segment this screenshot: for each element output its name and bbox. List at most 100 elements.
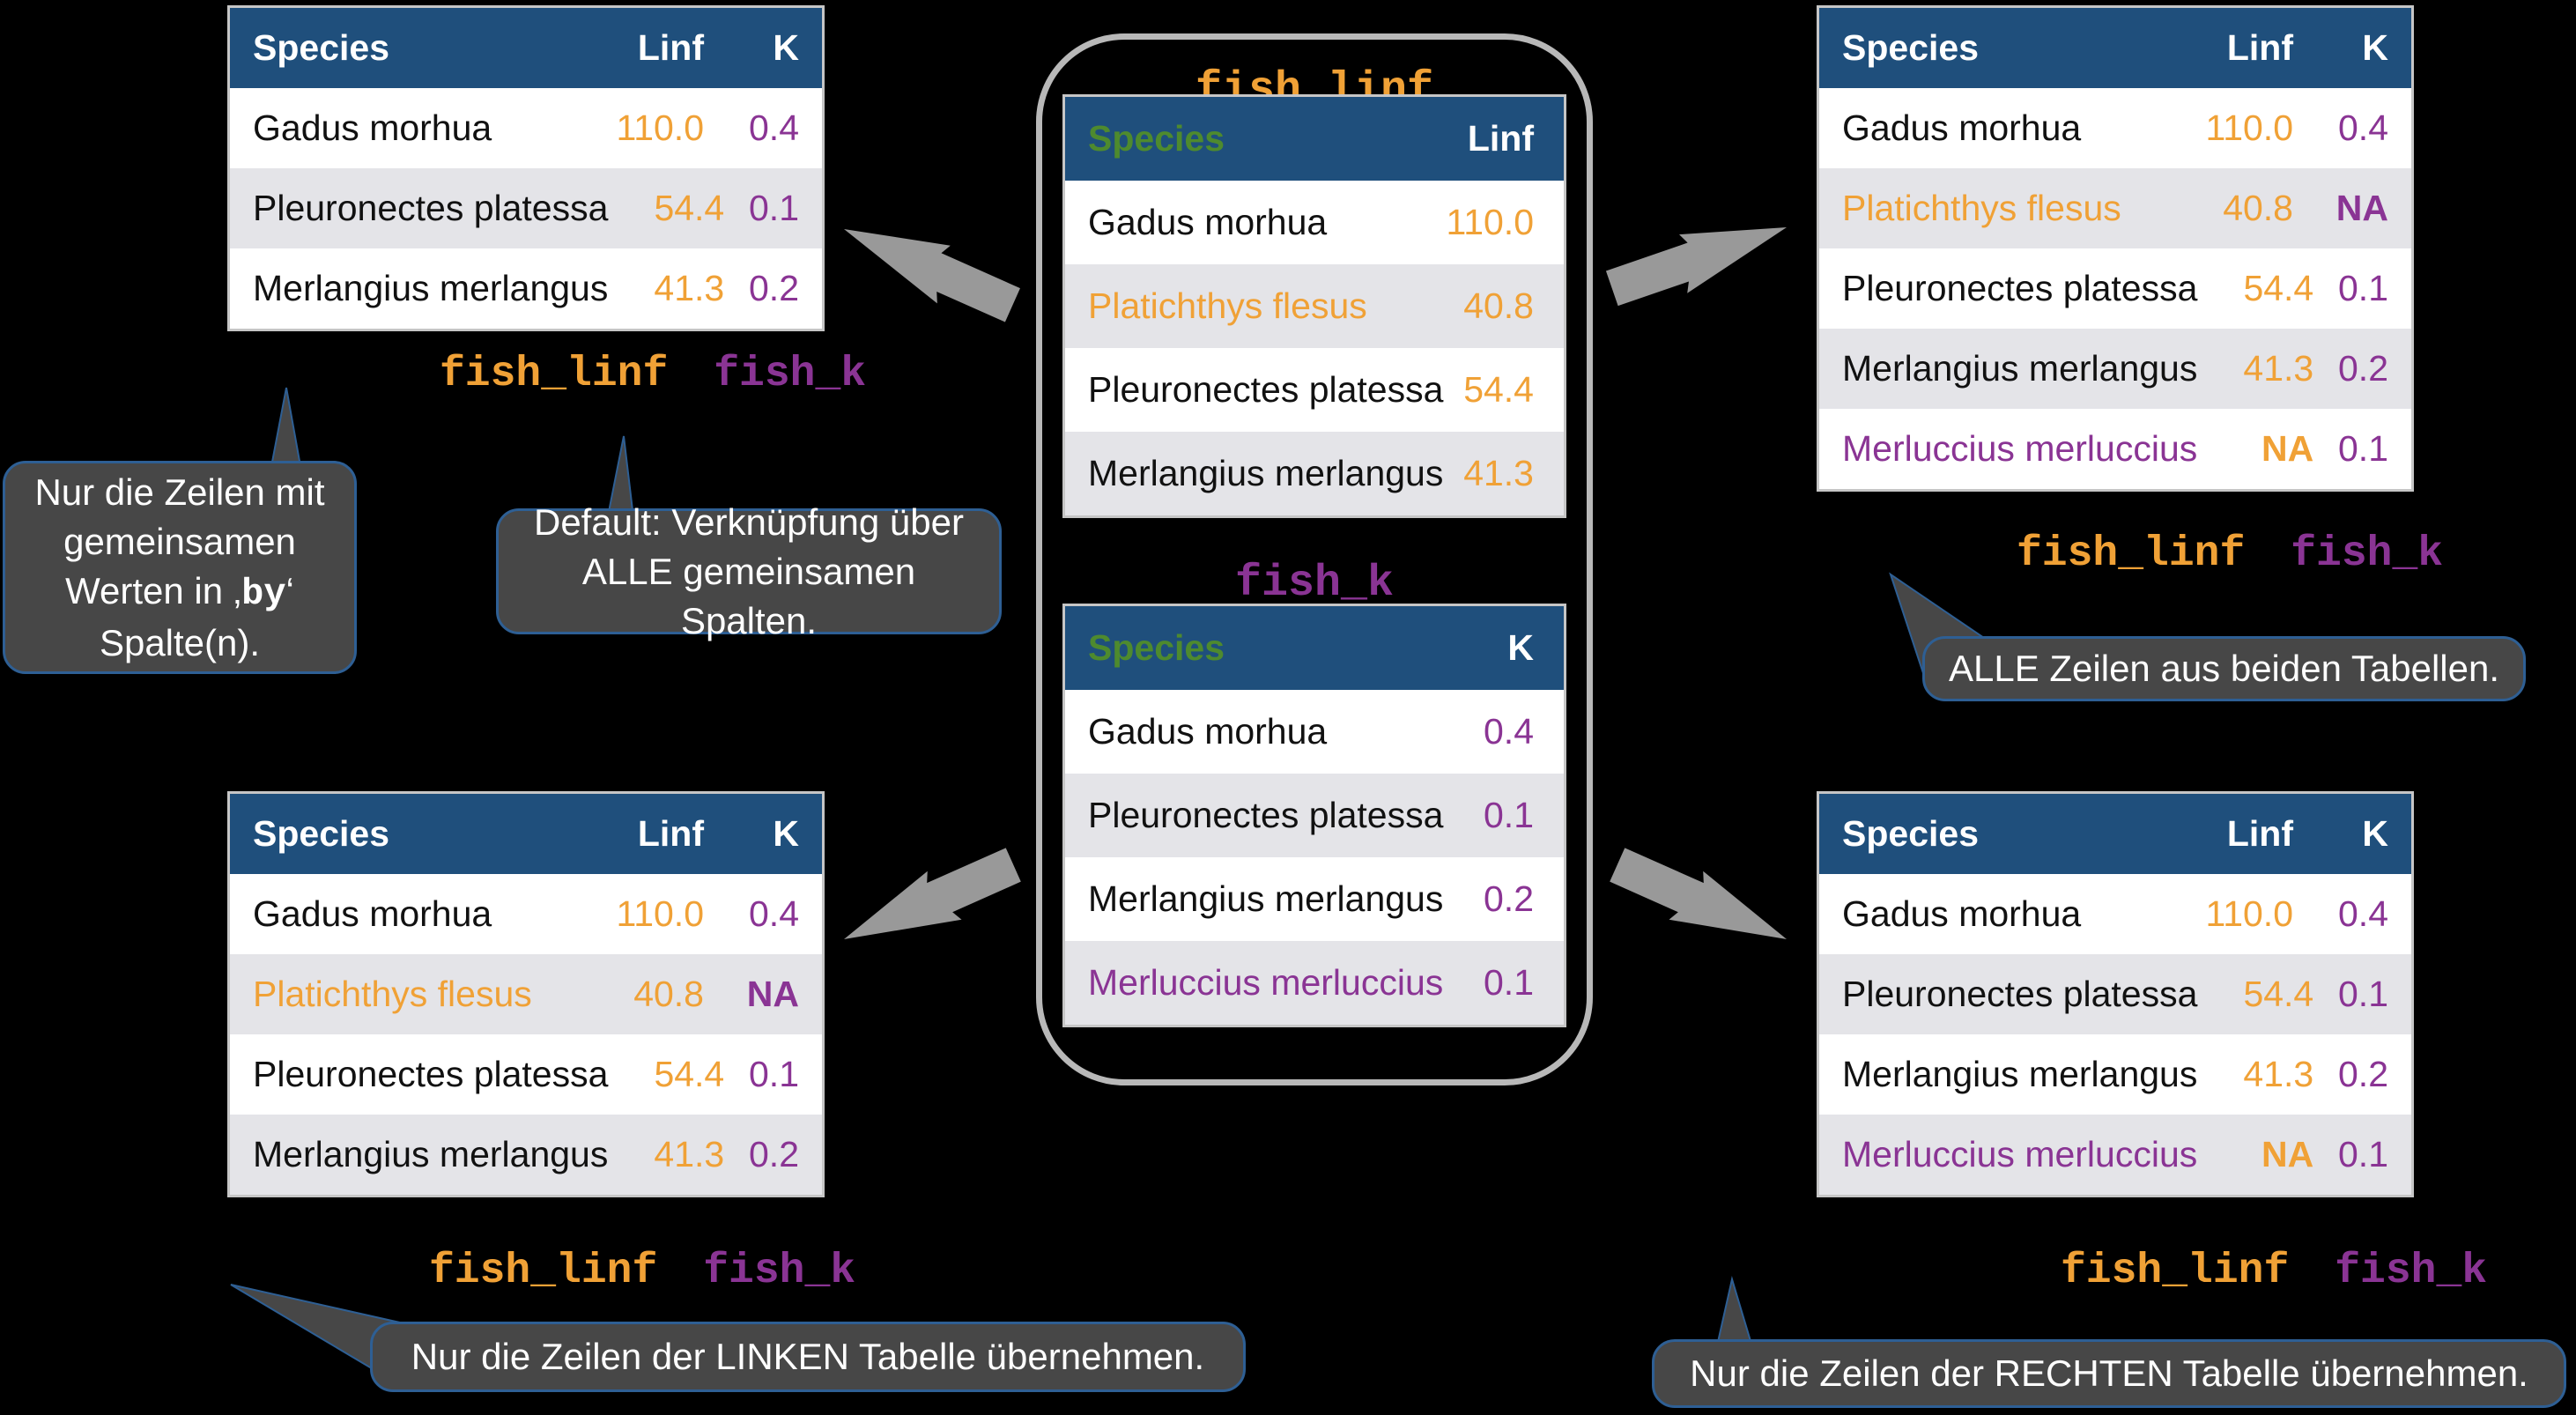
table-cell: 41.3 [654, 1134, 725, 1174]
table-cell: 0.1 [1484, 962, 1534, 1003]
table-cell: 0.2 [2338, 348, 2388, 389]
table-row: Pleuronectes platessa 0.1 [1065, 774, 1564, 857]
header-cell: K [773, 813, 799, 854]
table-cell: Pleuronectes platessa [253, 1054, 609, 1094]
header-cell: Species [1842, 27, 1979, 68]
fish-k-label: fish_k [703, 1248, 856, 1295]
table-cell: 110.0 [616, 107, 704, 148]
table-cell: 0.1 [2338, 268, 2388, 308]
fish-linf-label: fish_linf [2061, 1248, 2290, 1295]
table-row: Merluccius merluccius 0.1 [1065, 941, 1564, 1025]
right-join-table: Species Linf K Gadus morhua 110.0 0.4 Pleurone… [1817, 791, 2414, 1197]
table-cell: Merluccius merluccius [1088, 962, 1444, 1003]
table-cell: Merlangius merlangus [1842, 348, 2198, 389]
table-cell: Gadus morhua [253, 893, 492, 934]
table-cell: 0.2 [1484, 878, 1534, 919]
bubble-text-after: ‘ Spalte(n). [99, 569, 294, 663]
table-cell: 110.0 [2205, 107, 2293, 148]
table-cell: 0.4 [749, 107, 799, 148]
table-cell: 54.4 [2243, 268, 2314, 308]
bubble-text-before: Nur die Zeilen mit gemeinsamen Werten in… [34, 470, 325, 611]
table-cell: 0.4 [2338, 893, 2388, 934]
table-cell: Gadus morhua [1842, 893, 2082, 934]
fish-linf-label: fish_linf [2017, 530, 2246, 578]
table-cell: 0.1 [749, 188, 799, 228]
table-row: Merlangius merlangus 0.2 [1065, 857, 1564, 941]
table-cell: 54.4 [2243, 974, 2314, 1014]
table-row: Gadus morhua 110.0 [1065, 181, 1564, 264]
table-cell: NA [2261, 1134, 2314, 1174]
header-cell: Linf [1467, 118, 1534, 159]
fish-k-label: fish_k [2291, 530, 2444, 578]
table-cell: 0.1 [2338, 974, 2388, 1014]
bubble-inner-join-note: Nur die Zeilen mit gemeinsamen Werten in… [3, 461, 357, 674]
bubble-text: Nur die Zeilen mit gemeinsamen Werten in… [21, 468, 338, 668]
header-cell: Linf [2226, 27, 2293, 68]
table-cell: Merlangius merlangus [253, 268, 609, 308]
table-row: Gadus morhua 110.0 0.4 [1819, 88, 2411, 168]
left-join-table: Species Linf K Gadus morhua 110.0 0.4 Platicht… [227, 791, 825, 1197]
table-row: Gadus morhua 110.0 0.4 [230, 874, 822, 954]
table-header-row: Species Linf K [230, 794, 822, 874]
table-row: Gadus morhua 0.4 [1065, 690, 1564, 774]
table-cell: Pleuronectes platessa [1842, 268, 2198, 308]
table-row: Gadus morhua 110.0 0.4 [230, 88, 822, 168]
table-row: Merlangius merlangus 41.3 0.2 [230, 248, 822, 329]
table-cell: 0.2 [2338, 1054, 2388, 1094]
table-cell: 54.4 [654, 188, 725, 228]
inner-join-table: Species Linf K Gadus morhua 110.0 0.4 Pleurone… [227, 5, 825, 331]
table-row: Merluccius merluccius NA 0.1 [1819, 409, 2411, 489]
header-cell: Species [253, 813, 389, 854]
table-cell: 0.4 [749, 893, 799, 934]
table-row: Platichthys flesus 40.8 NA [1819, 168, 2411, 248]
table-cell: 0.1 [2338, 428, 2388, 469]
table-row: Merlangius merlangus 41.3 0.2 [1819, 329, 2411, 409]
table-cell: 0.2 [749, 268, 799, 308]
header-cell: K [2362, 27, 2388, 68]
by-code: by [241, 572, 286, 615]
table-header-row: Species K [1065, 606, 1564, 690]
table-cell: Pleuronectes platessa [1088, 795, 1444, 835]
table-row: Pleuronectes platessa 54.4 0.1 [1819, 954, 2411, 1034]
table-row: Merluccius merluccius NA 0.1 [1819, 1115, 2411, 1195]
table-row: Pleuronectes platessa 54.4 0.1 [230, 168, 822, 248]
header-cell: K [773, 27, 799, 68]
phone-frame [1036, 33, 1593, 1085]
table-cell: Merlangius merlangus [1088, 878, 1444, 919]
fish-linf-table: Species Linf Gadus morhua 110.0 Platichthys … [1062, 94, 1566, 518]
table-cell: 0.1 [1484, 795, 1534, 835]
bubble-right-join-note: Nur die Zeilen der RECHTEN Tabelle übern… [1652, 1339, 2566, 1408]
table-cell: 0.1 [749, 1054, 799, 1094]
table-row: Platichthys flesus 40.8 [1065, 264, 1564, 348]
table-cell: Platichthys flesus [253, 974, 532, 1014]
table-cell: Pleuronectes platessa [253, 188, 609, 228]
bubble-default-note: Default: Verknüpfung über ALLE gemeinsam… [496, 501, 1002, 641]
header-cell: Linf [637, 813, 704, 854]
table-cell: 110.0 [1446, 202, 1534, 242]
header-cell: Species [1088, 627, 1225, 668]
table-header-row: Species Linf K [230, 8, 822, 88]
table-cell: 0.1 [2338, 1134, 2388, 1174]
header-cell: Linf [637, 27, 704, 68]
bubble-text: Default: Verknüpfung über ALLE gemeinsam… [533, 500, 964, 641]
header-cell: Species [253, 27, 389, 68]
table-cell: 41.3 [2243, 348, 2314, 389]
bubble-full-join-note: ALLE Zeilen aus beiden Tabellen. [1922, 636, 2526, 701]
table-cell: NA [746, 974, 799, 1014]
dataset-labels-top-right: fish_linf fish_k [2017, 529, 2443, 580]
full-join-table: Species Linf K Gadus morhua 110.0 0.4 Platicht… [1817, 5, 2414, 492]
table-row: Pleuronectes platessa 54.4 0.1 [230, 1034, 822, 1115]
table-cell: Gadus morhua [253, 107, 492, 148]
table-cell: 110.0 [616, 893, 704, 934]
arrow-to-right-join-icon [1610, 848, 1787, 939]
header-cell: Species [1088, 118, 1225, 159]
bubble-text: Nur die Zeilen der LINKEN Tabelle überne… [411, 1336, 1205, 1377]
table-row: Merlangius merlangus 41.3 0.2 [1819, 1034, 2411, 1115]
fish-k-label: fish_k [714, 351, 867, 398]
table-cell: Pleuronectes platessa [1842, 974, 2198, 1014]
header-cell: Species [1842, 813, 1979, 854]
arrow-to-left-join-icon [844, 848, 1021, 939]
table-row: Platichthys flesus 40.8 NA [230, 954, 822, 1034]
bubble-left-join-note: Nur die Zeilen der LINKEN Tabelle überne… [370, 1322, 1246, 1392]
fish-k-label: fish_k [2335, 1248, 2488, 1295]
